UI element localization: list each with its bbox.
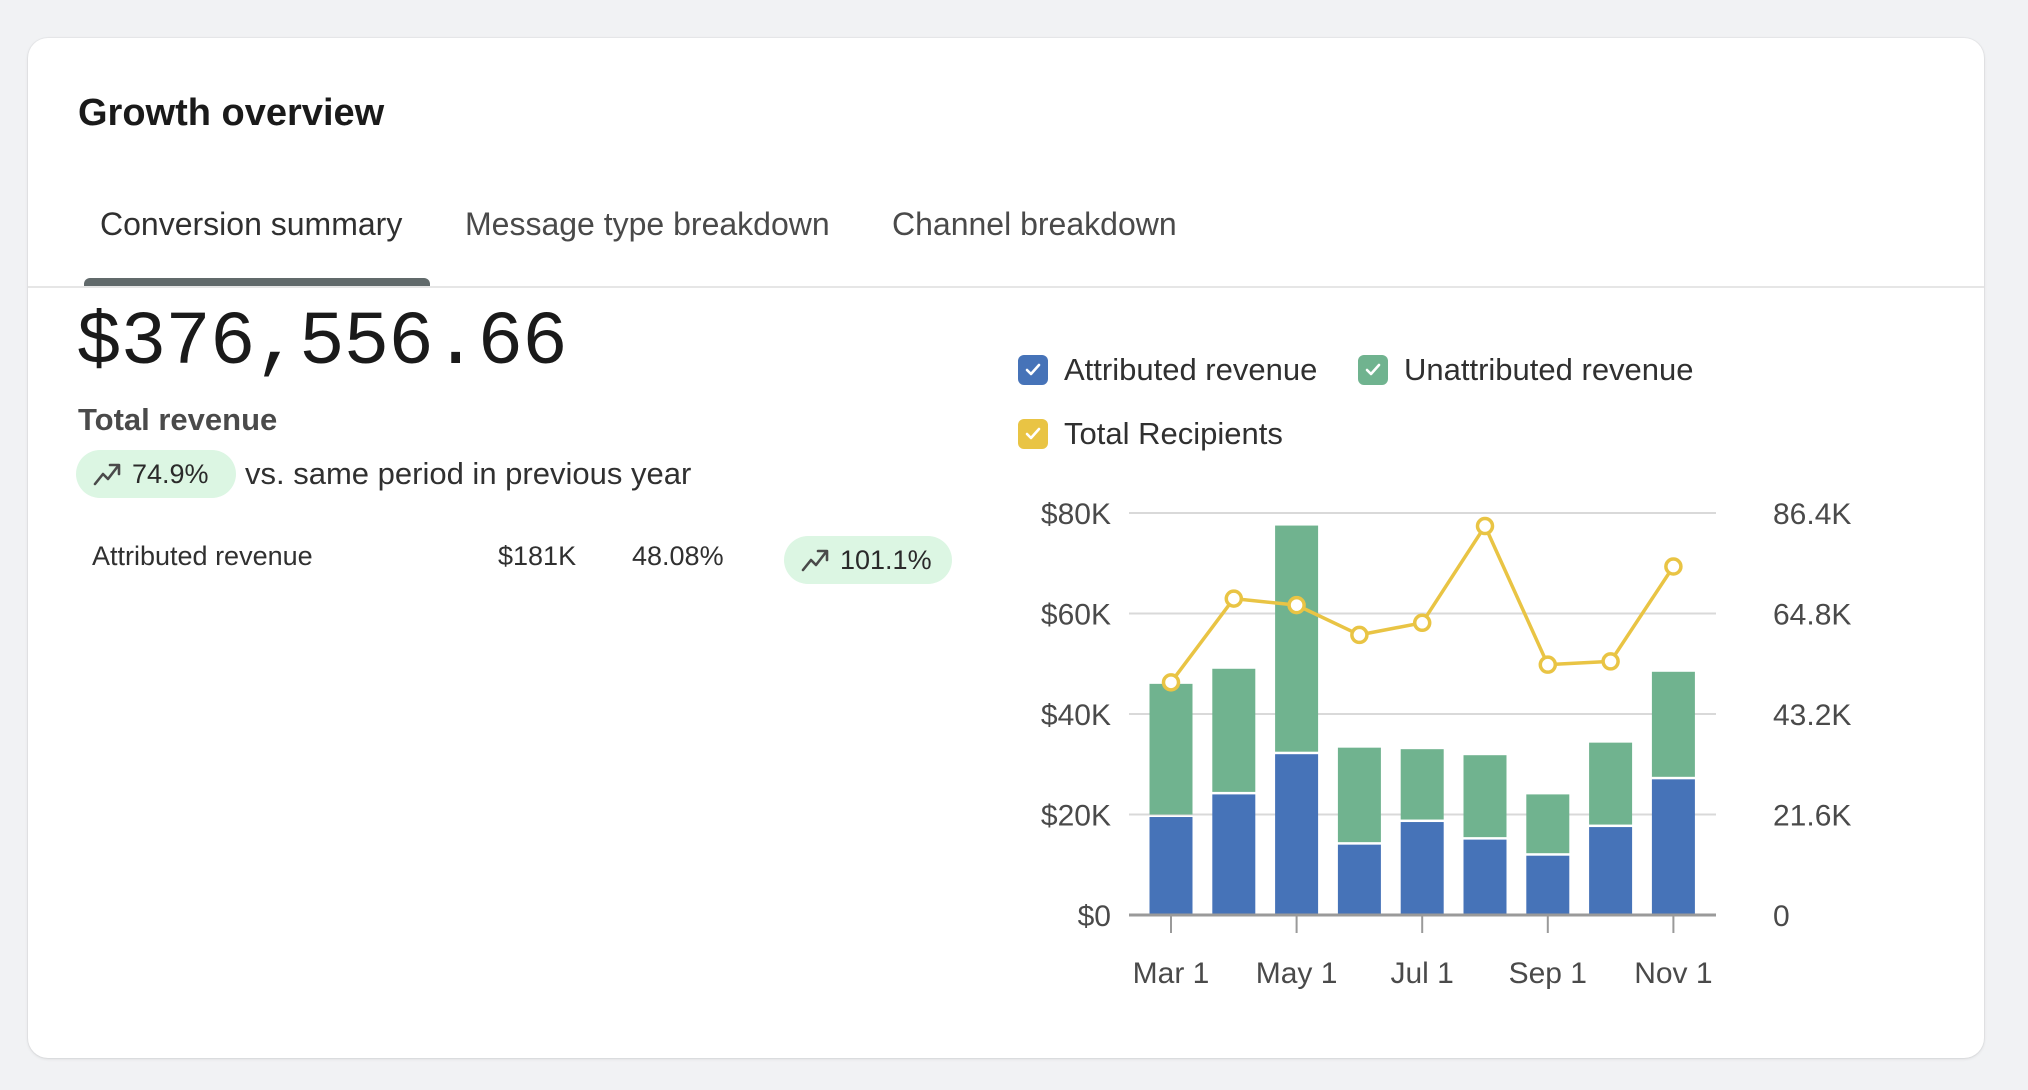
breakdown-row-amount: $181K xyxy=(498,541,577,571)
y-tick-label: $20K xyxy=(1041,800,1111,833)
revenue-change-value: 74.9% xyxy=(132,458,209,489)
bar-attributed xyxy=(1337,844,1381,915)
recipients-point xyxy=(1601,652,1620,671)
recipients-point xyxy=(1475,516,1495,536)
bar-attributed xyxy=(1589,827,1633,915)
trend-up-icon xyxy=(801,549,829,572)
recipients-line xyxy=(1169,524,1675,684)
legend-label: Total Recipients xyxy=(1064,416,1283,451)
tab-message-type-breakdown[interactable]: Message type breakdown xyxy=(465,206,830,242)
y-tick-label: $60K xyxy=(1041,599,1111,632)
bar-attributed xyxy=(1400,822,1444,915)
bar-attributed xyxy=(1212,794,1256,915)
bar-attributed xyxy=(1526,855,1570,915)
trend-up-icon xyxy=(93,463,121,486)
active-tab-indicator xyxy=(84,278,430,286)
bar-unattributed xyxy=(1275,525,1319,752)
breakdown-change-value: 101.1% xyxy=(840,544,932,575)
recipients-point xyxy=(1287,595,1306,615)
y2-tick-label: 43.2K xyxy=(1773,699,1851,732)
y2-tick-label: 64.8K xyxy=(1773,599,1851,632)
legend-total-recipients[interactable]: Total Recipients xyxy=(1018,416,1283,452)
total-revenue-value: $376,556.66 xyxy=(76,300,568,386)
recipients-point xyxy=(1224,589,1244,608)
legend-label: Attributed revenue xyxy=(1064,352,1318,387)
x-tick-label: Jul 1 xyxy=(1391,957,1454,990)
tab-conversion-summary[interactable]: Conversion summary xyxy=(100,206,403,242)
bar-unattributed xyxy=(1526,794,1570,854)
breakdown-row-label: Attributed revenue xyxy=(92,541,313,571)
bar-unattributed xyxy=(1651,671,1695,777)
tab-channel-breakdown[interactable]: Channel breakdown xyxy=(892,206,1177,242)
x-tick-label: Mar 1 xyxy=(1133,957,1210,990)
legend-attributed-revenue[interactable]: Attributed revenue xyxy=(1018,352,1317,388)
revenue-change-badge: 74.9% xyxy=(76,450,236,498)
checkbox-checked-icon[interactable] xyxy=(1358,355,1388,385)
comparison-text: vs. same period in previous year xyxy=(245,456,692,491)
tab-bar: Conversion summary Message type breakdow… xyxy=(28,164,1984,288)
breakdown-change-badge: 101.1% xyxy=(784,536,952,584)
revenue-chart: $0 $20K $40K $60K $80K 0 21.6K 43.2K 64.8K 86.4K M… xyxy=(1041,498,1851,990)
x-tick-label: Nov 1 xyxy=(1634,957,1712,990)
growth-overview-card: Growth overview Conversion summary Messa… xyxy=(28,38,1984,1058)
card-title: Growth overview xyxy=(78,92,385,134)
bar-unattributed xyxy=(1400,749,1444,820)
total-revenue-label: Total revenue xyxy=(78,402,278,437)
recipients-point xyxy=(1161,673,1181,692)
x-tick-label: May 1 xyxy=(1256,957,1338,990)
bar-unattributed xyxy=(1589,742,1633,825)
recipients-point xyxy=(1350,625,1369,645)
bar-unattributed xyxy=(1463,755,1507,838)
bar-attributed xyxy=(1463,839,1507,915)
y-tick-label: $40K xyxy=(1041,699,1111,732)
y-tick-label: $0 xyxy=(1078,900,1111,933)
checkbox-checked-icon[interactable] xyxy=(1018,355,1048,385)
bar-unattributed xyxy=(1149,683,1193,815)
bar-attributed xyxy=(1149,817,1193,915)
y2-tick-label: 0 xyxy=(1773,900,1790,933)
recipients-point xyxy=(1412,613,1432,633)
bar-unattributed xyxy=(1212,668,1256,792)
y2-tick-label: 21.6K xyxy=(1773,800,1851,833)
checkbox-checked-icon[interactable] xyxy=(1018,419,1048,449)
y2-tick-label: 86.4K xyxy=(1773,498,1851,531)
legend-label: Unattributed revenue xyxy=(1404,352,1694,387)
recipients-point xyxy=(1538,655,1558,674)
y-tick-label: $80K xyxy=(1041,498,1111,531)
bar-attributed xyxy=(1275,754,1319,915)
breakdown-row-share: 48.08% xyxy=(632,541,724,571)
x-tick-label: Sep 1 xyxy=(1509,957,1587,990)
legend-unattributed-revenue[interactable]: Unattributed revenue xyxy=(1358,352,1694,388)
bar-attributed xyxy=(1651,779,1695,915)
bar-unattributed xyxy=(1337,747,1381,843)
recipients-point xyxy=(1664,557,1683,576)
